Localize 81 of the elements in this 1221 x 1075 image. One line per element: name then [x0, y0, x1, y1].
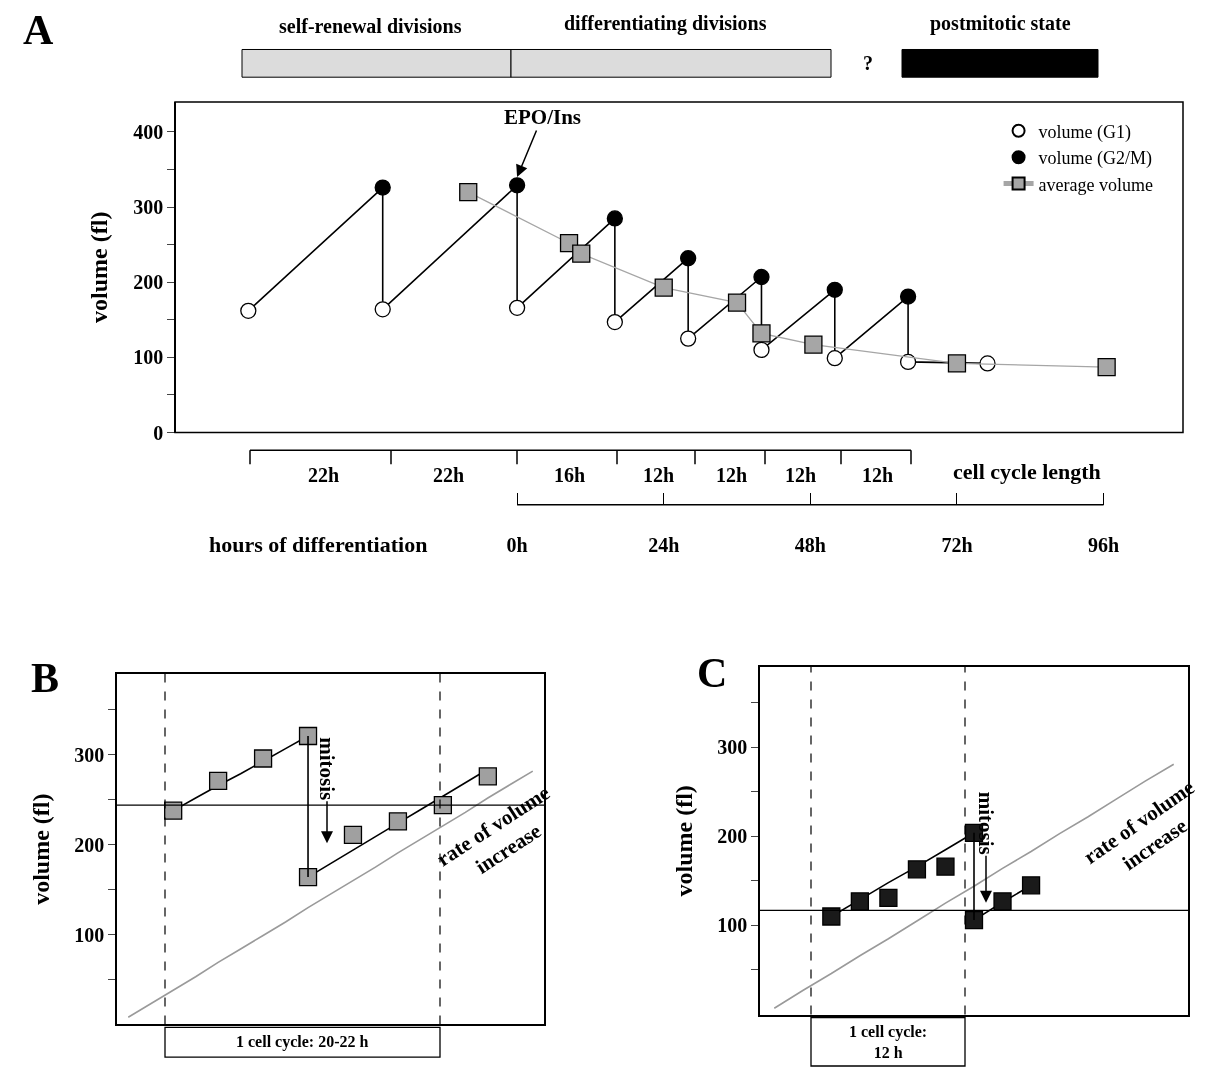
y-tick-label: 200 — [717, 825, 748, 848]
point — [936, 857, 955, 876]
text: 22h — [308, 464, 340, 486]
annotation: mitosis — [315, 737, 340, 801]
text: 22h — [433, 464, 465, 486]
y-tick-label: 200 — [133, 271, 164, 294]
annotation: EPO/Ins — [504, 105, 582, 129]
point — [654, 278, 673, 297]
chart-title: A — [23, 7, 54, 53]
y-tick-label: 300 — [74, 743, 105, 766]
y-tick-label: 100 — [74, 923, 105, 946]
x-tick-label: 72h — [941, 533, 973, 556]
point — [850, 892, 870, 911]
point — [804, 335, 823, 354]
text: self-renewal divisions — [279, 15, 462, 37]
chart-title: B — [31, 655, 60, 701]
x-tick-label: 0h — [506, 533, 528, 556]
point — [899, 353, 917, 371]
point — [374, 301, 391, 318]
y-tick-label: 200 — [74, 833, 105, 856]
point — [374, 179, 391, 196]
point — [826, 350, 843, 367]
y-tick-label: 400 — [133, 121, 164, 143]
point — [388, 812, 408, 831]
point — [680, 250, 697, 267]
y-axis-title: volume (fl) — [27, 793, 54, 905]
point — [606, 313, 623, 331]
point — [680, 330, 697, 347]
point — [298, 726, 318, 746]
point — [1097, 358, 1116, 377]
legend-label: average volume — [1038, 174, 1154, 195]
y-tick-label: 300 — [133, 196, 164, 219]
y-tick-label: 0 — [153, 421, 164, 444]
point — [826, 281, 843, 298]
point — [752, 324, 771, 343]
point — [822, 907, 841, 926]
y-tick-label: 100 — [133, 346, 164, 369]
x-tick-label: 96h — [1088, 533, 1120, 556]
text: 12h — [716, 464, 748, 486]
point — [1021, 876, 1041, 895]
point — [753, 341, 770, 359]
point — [907, 860, 927, 879]
text: 12h — [785, 464, 817, 486]
point — [253, 749, 273, 768]
point — [298, 867, 318, 887]
point — [343, 825, 363, 844]
point — [947, 354, 967, 373]
legend-label: volume (G2/M) — [1038, 148, 1153, 170]
x-tick-label: 48h — [794, 533, 826, 556]
point — [753, 268, 770, 286]
text: 1 cell cycle: 20-22 h — [236, 1033, 369, 1051]
text: ? — [863, 52, 873, 74]
point — [993, 892, 1012, 911]
text: cell cycle length — [953, 459, 1101, 484]
y-axis-title: volume (fl) — [670, 785, 697, 897]
point — [508, 177, 526, 194]
point — [727, 293, 747, 312]
text: postmitotic state — [930, 12, 1071, 35]
chart-title: C — [697, 650, 728, 696]
x-tick-label: 24h — [648, 533, 680, 556]
point — [879, 888, 898, 907]
text: 1 cell cycle: 12 h — [849, 1023, 928, 1061]
point — [478, 767, 497, 786]
point — [899, 288, 917, 305]
text: 12h — [643, 464, 675, 486]
point — [459, 182, 478, 202]
point — [164, 801, 183, 820]
point — [572, 244, 591, 263]
point — [508, 299, 526, 316]
point — [240, 302, 257, 319]
text: differentiating divisions — [564, 12, 767, 35]
legend-label: volume (G1) — [1038, 121, 1132, 143]
y-tick-label: 100 — [717, 914, 748, 937]
point — [208, 771, 228, 791]
y-tick-label: 300 — [717, 736, 748, 759]
x-axis-title: hours of differentiation — [209, 532, 428, 557]
annotation: mitosis — [973, 791, 998, 855]
text: 16h — [554, 464, 586, 486]
point — [606, 210, 623, 227]
y-axis-title: volume (fl) — [85, 211, 112, 323]
text: 12h — [862, 464, 894, 486]
